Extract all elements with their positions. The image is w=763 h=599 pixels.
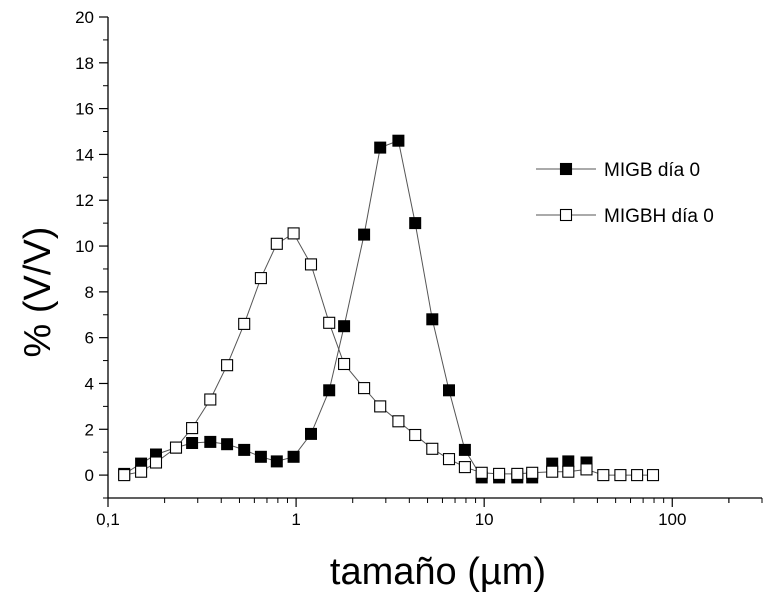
data-point xyxy=(526,466,539,479)
data-point xyxy=(304,258,318,271)
data-point xyxy=(631,469,644,482)
y-tick-label: 20 xyxy=(75,8,94,27)
x-tick-label: 0,1 xyxy=(96,510,120,529)
data-point xyxy=(358,382,371,395)
axes xyxy=(107,17,762,499)
data-point xyxy=(254,450,267,463)
y-tick-label: 10 xyxy=(75,237,94,256)
data-point xyxy=(221,359,234,372)
data-point xyxy=(409,428,422,442)
x-tick-label: 1 xyxy=(291,510,300,529)
legend-item: MIGB día 0 xyxy=(536,160,700,181)
legend-label: MIGB día 0 xyxy=(604,160,700,181)
legend-label: MIGBH día 0 xyxy=(604,206,714,227)
y-tick-label: 12 xyxy=(75,191,94,210)
y-ticks: 0 2 4 6 8 10 12 14 16 18 20 xyxy=(75,8,108,499)
data-point xyxy=(204,435,217,448)
y-tick-label: 14 xyxy=(75,145,94,164)
y-tick-label: 0 xyxy=(85,466,94,485)
data-point xyxy=(511,467,524,480)
series-line xyxy=(124,232,653,476)
data-point xyxy=(287,227,300,240)
series-layer xyxy=(118,134,660,484)
data-point xyxy=(338,357,351,371)
data-point xyxy=(221,438,234,451)
legend-item: MIGBH día 0 xyxy=(536,206,714,227)
data-point xyxy=(149,456,163,469)
y-axis-label: % (V/V) xyxy=(17,227,59,358)
data-point xyxy=(493,467,506,480)
legend-marker xyxy=(559,162,573,176)
data-point xyxy=(358,228,371,241)
y-tick-label: 2 xyxy=(85,420,94,439)
y-tick-label: 4 xyxy=(85,374,94,393)
y-tick-label: 16 xyxy=(75,100,94,119)
data-point xyxy=(186,422,199,435)
series-line xyxy=(123,140,483,478)
y-tick-label: 8 xyxy=(85,283,94,302)
data-point xyxy=(374,141,387,154)
data-point xyxy=(323,384,336,397)
data-point xyxy=(409,217,422,230)
data-point xyxy=(135,465,148,478)
data-point xyxy=(475,466,488,479)
data-point xyxy=(562,455,575,468)
data-point xyxy=(287,450,300,463)
data-point xyxy=(562,465,575,478)
data-point xyxy=(270,237,283,250)
y-tick-label: 6 xyxy=(85,329,94,348)
legend-marker xyxy=(559,208,573,222)
data-point xyxy=(392,134,405,147)
data-point xyxy=(169,441,183,454)
data-point xyxy=(614,469,627,482)
x-tick-label: 100 xyxy=(658,510,686,529)
data-point xyxy=(118,469,131,482)
data-point xyxy=(597,469,610,482)
data-point xyxy=(426,313,439,326)
data-point xyxy=(374,400,387,413)
x-tick-label: 10 xyxy=(475,510,494,529)
data-point xyxy=(646,469,660,482)
y-tick-label: 18 xyxy=(75,54,94,73)
data-point xyxy=(580,463,593,476)
data-point xyxy=(254,272,267,285)
data-point xyxy=(546,465,559,478)
data-point xyxy=(338,320,351,333)
data-point xyxy=(323,316,336,329)
data-point xyxy=(186,437,199,449)
data-point xyxy=(458,443,471,456)
data-point xyxy=(305,427,317,440)
data-point xyxy=(238,317,251,330)
series-2 xyxy=(118,227,660,482)
x-ticks: 0,1 1 10 100 xyxy=(96,498,763,529)
legend: MIGB día 0 MIGBH día 0 xyxy=(536,160,714,227)
data-point xyxy=(238,443,251,456)
data-point xyxy=(458,461,471,474)
data-point xyxy=(443,384,455,397)
data-point xyxy=(442,453,456,466)
x-axis-label: tamaño (µm) xyxy=(330,551,546,593)
data-point xyxy=(392,415,405,428)
data-point xyxy=(270,455,283,468)
data-point xyxy=(204,393,217,406)
data-point xyxy=(426,442,439,455)
